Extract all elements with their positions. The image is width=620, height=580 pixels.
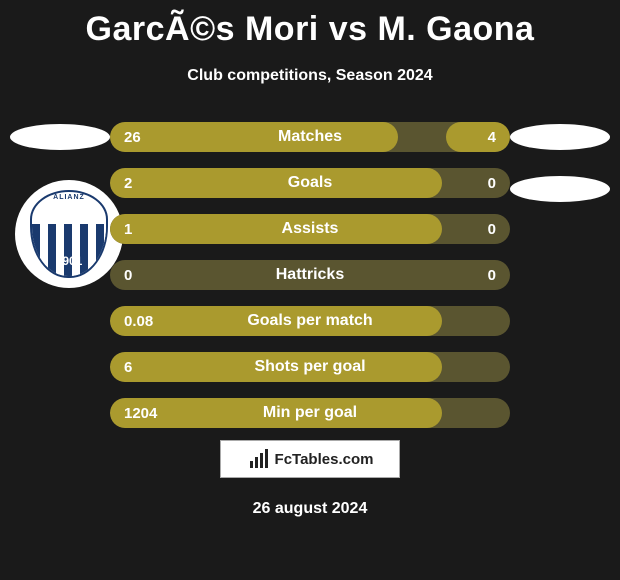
player2-logo-oval-2	[510, 176, 610, 202]
source-badge: FcTables.com	[220, 440, 400, 478]
stat-row: 20Goals	[110, 168, 510, 198]
stat-label: Assists	[110, 220, 510, 238]
date-label: 26 august 2024	[0, 500, 620, 518]
badge-year: 1901	[32, 254, 106, 268]
stat-row: 264Matches	[110, 122, 510, 152]
shield-icon: ALIANZ 1901	[30, 190, 108, 278]
player2-logo-oval-1	[510, 124, 610, 150]
comparison-bars: 264Matches 20Goals 10Assists 00Hattricks 0.0…	[110, 122, 510, 444]
badge-top-text: ALIANZ	[32, 194, 106, 201]
stat-label: Hattricks	[110, 266, 510, 284]
stat-row: 00Hattricks	[110, 260, 510, 290]
chart-icon	[247, 447, 271, 471]
player1-club-badge: ALIANZ 1901	[15, 180, 123, 288]
page-title: GarcÃ©s Mori vs M. Gaona	[0, 0, 620, 49]
stat-label: Goals	[110, 174, 510, 192]
stat-row: 0.08Goals per match	[110, 306, 510, 336]
subtitle: Club competitions, Season 2024	[0, 67, 620, 85]
source-text: FcTables.com	[275, 451, 374, 468]
player1-logo-oval	[10, 124, 110, 150]
stat-label: Shots per goal	[110, 358, 510, 376]
stat-row: 6Shots per goal	[110, 352, 510, 382]
stat-label: Matches	[110, 128, 510, 146]
stat-row: 1204Min per goal	[110, 398, 510, 428]
badge-stripes	[32, 224, 106, 276]
stat-label: Goals per match	[110, 312, 510, 330]
stat-row: 10Assists	[110, 214, 510, 244]
stat-label: Min per goal	[110, 404, 510, 422]
